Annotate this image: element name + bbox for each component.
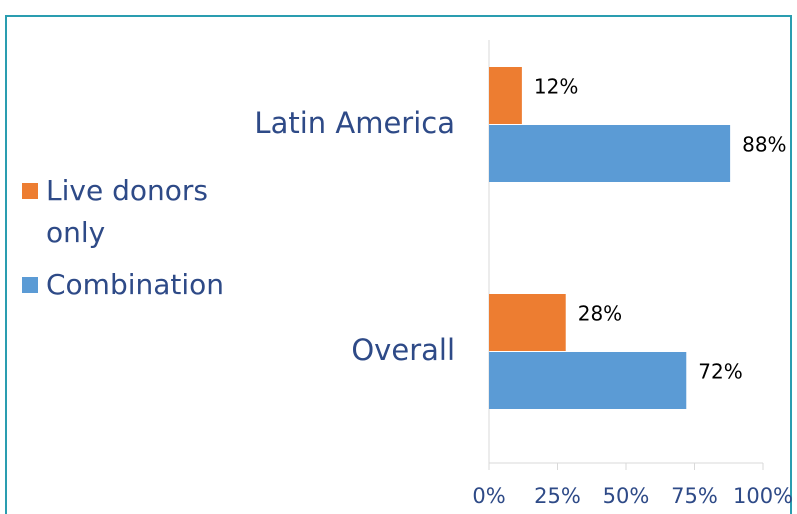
bar	[489, 352, 687, 409]
data-label: 28%	[578, 302, 622, 326]
legend-swatch	[22, 183, 38, 199]
bar	[489, 67, 522, 124]
x-tick-label: 100%	[733, 484, 793, 508]
data-label: 12%	[534, 75, 578, 99]
bar	[489, 125, 731, 182]
legend-item: Live donors only	[22, 170, 232, 254]
x-tick-label: 0%	[472, 484, 505, 508]
x-tick-label: 25%	[534, 484, 581, 508]
legend-swatch	[22, 277, 38, 293]
data-label: 72%	[698, 360, 742, 384]
x-tick-label: 50%	[603, 484, 650, 508]
frame	[5, 15, 792, 514]
bar	[489, 294, 566, 351]
legend-label: Live donors only	[46, 174, 208, 249]
legend-label: Combination	[46, 268, 225, 301]
x-tick-label: 75%	[671, 484, 718, 508]
category-label: Latin America	[254, 106, 455, 140]
legend-item: Combination	[22, 264, 232, 306]
data-label: 88%	[742, 133, 786, 157]
category-label: Overall	[351, 333, 455, 367]
